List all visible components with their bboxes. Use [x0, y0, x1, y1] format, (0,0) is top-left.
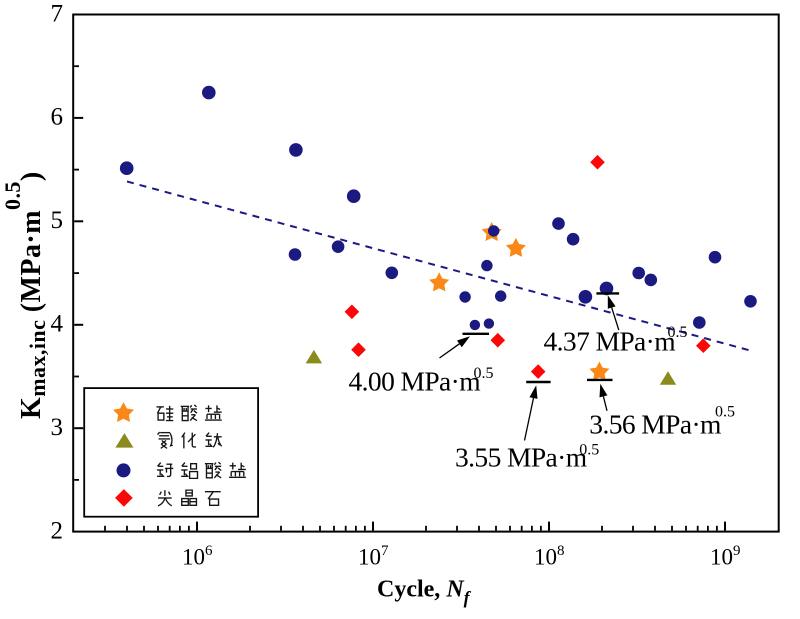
svg-text:4.37 MPa·m: 4.37 MPa·m: [544, 326, 676, 357]
svg-text:0.5: 0.5: [715, 404, 735, 421]
svg-text:0.5: 0.5: [579, 442, 599, 459]
svg-text:7: 7: [51, 0, 64, 27]
svg-text:3: 3: [51, 414, 64, 441]
svg-text:4: 4: [51, 311, 64, 338]
svg-text:3.56 MPa·m: 3.56 MPa·m: [589, 408, 721, 439]
svg-text:4.00 MPa·m: 4.00 MPa·m: [349, 366, 481, 397]
svg-text:3.55 MPa·m: 3.55 MPa·m: [455, 441, 587, 472]
svg-text:5: 5: [51, 207, 64, 234]
svg-text:2: 2: [51, 517, 64, 544]
svg-text:6: 6: [51, 104, 64, 131]
svg-text:Cycle, Nf: Cycle, Nf: [377, 577, 472, 608]
svg-text:0.5: 0.5: [668, 324, 688, 341]
svg-text:0.5: 0.5: [474, 365, 494, 382]
